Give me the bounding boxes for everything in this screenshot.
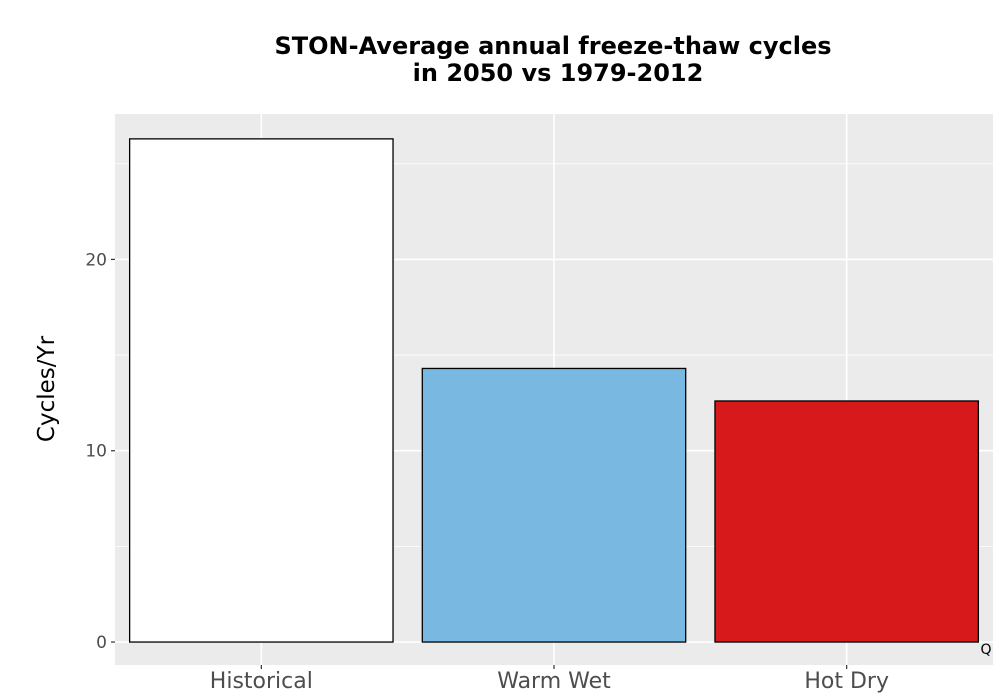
bar-historical <box>128 138 394 643</box>
x-tick-label: Historical <box>210 669 313 694</box>
y-tick-label: 10 <box>85 442 107 462</box>
chart-title-line-2: in 2050 vs 1979-2012 <box>413 59 704 87</box>
y-axis-ticks: 0 10 20 <box>85 250 115 653</box>
chart-title: STON-Average annual freeze-thaw cycles i… <box>274 32 831 87</box>
bar-hot-dry <box>714 400 980 643</box>
x-tick-label: Hot Dry <box>804 669 889 694</box>
chart-title-line-1: STON-Average annual freeze-thaw cycles <box>274 32 831 60</box>
bars <box>128 138 980 643</box>
corner-mark: Q <box>980 642 991 658</box>
x-axis-ticks: Historical Warm Wet Hot Dry <box>210 665 889 694</box>
bar-warm-wet <box>421 367 687 643</box>
y-tick-label: 20 <box>85 250 107 270</box>
x-tick-label: Warm Wet <box>497 669 611 694</box>
y-axis-title: Cycles/Yr <box>34 335 60 442</box>
y-tick-label: 0 <box>96 633 107 653</box>
